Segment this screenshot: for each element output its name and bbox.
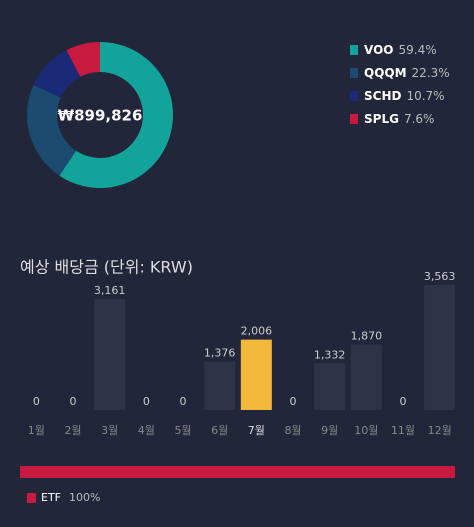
x-tick-label: 11월 [391,424,415,437]
value-label: 0 [143,395,150,408]
legend-swatch [350,68,358,78]
value-label: 0 [290,395,297,408]
donut-center-label: ₩899,826 [58,107,143,125]
legend-name: ETF [41,491,61,504]
x-tick-label: 5월 [174,424,191,437]
x-tick-label: 1월 [28,424,45,437]
x-tick-label: 6월 [211,424,228,437]
legend-value: 10.7% [406,89,444,103]
legend-swatch [27,493,36,503]
value-label: 2,006 [241,325,273,338]
legend-swatch [350,114,358,124]
legend-label: QQQM 22.3% [364,66,450,80]
x-tick-label: 10월 [354,424,378,437]
legend-swatch [350,45,358,55]
donut-slice [33,50,81,98]
legend-value: 22.3% [412,66,450,80]
donut-slice [66,42,100,77]
stacked-segment [20,466,455,478]
value-label: 0 [400,395,407,408]
legend-swatch [350,91,358,101]
x-tick-label: 7월 [248,424,265,437]
x-tick-label: 4월 [138,424,155,437]
x-tick-label: 12월 [428,424,452,437]
legend-value: 100% [69,491,100,504]
value-label: 3,161 [94,284,126,297]
x-tick-label: 2월 [64,424,81,437]
bar [94,299,126,410]
bar [424,285,456,410]
legend-value: 7.6% [404,112,435,126]
legend-name: QQQM [364,66,407,80]
value-label: 0 [180,395,187,408]
x-tick-label: 3월 [101,424,118,437]
x-tick-label: 9월 [321,424,338,437]
legend-name: SPLG [364,112,399,126]
value-label: 0 [33,395,40,408]
legend-label: SCHD 10.7% [364,89,445,103]
value-label: 1,870 [351,329,383,342]
value-label: 1,332 [314,348,346,361]
legend-value: 59.4% [398,43,436,57]
bar [314,363,346,410]
donut-slice [59,42,173,188]
legend-name: SCHD [364,89,401,103]
x-tick-label: 8월 [284,424,301,437]
value-label: 1,376 [204,347,236,360]
donut-slice [26,85,77,176]
bar [204,361,236,410]
legend-label: VOO 59.4% [364,43,437,57]
value-label: 3,563 [424,270,456,283]
bar [350,344,382,410]
bar [240,339,272,410]
legend-name: VOO [364,43,393,57]
legend-label: SPLG 7.6% [364,112,434,126]
value-label: 0 [70,395,77,408]
chart-title: 예상 배당금 (단위: KRW) [20,258,193,277]
